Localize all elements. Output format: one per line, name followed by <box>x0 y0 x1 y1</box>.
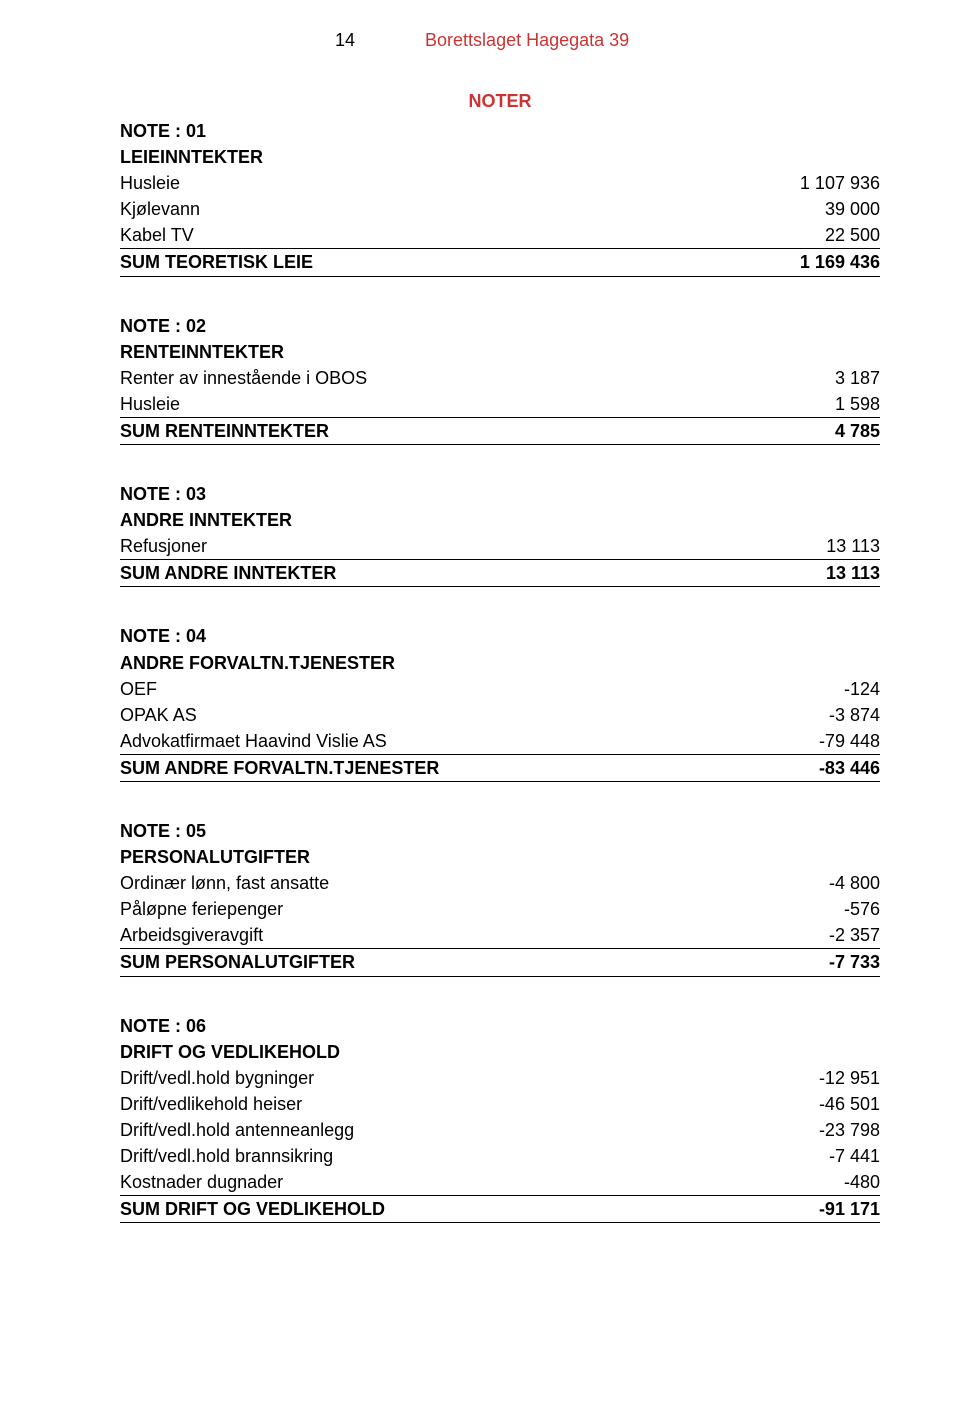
data-row: Kjølevann39 000 <box>120 196 880 222</box>
row-label: Kabel TV <box>120 222 805 248</box>
sum-row: SUM DRIFT OG VEDLIKEHOLD-91 171 <box>120 1195 880 1223</box>
note-section-02: NOTE : 02 RENTEINNTEKTER Renter av innes… <box>120 313 880 445</box>
row-label: Arbeidsgiveravgift <box>120 922 809 948</box>
data-row: Kabel TV22 500 <box>120 222 880 248</box>
row-label: Advokatfirmaet Haavind Vislie AS <box>120 728 799 754</box>
row-label: Refusjoner <box>120 533 806 559</box>
page-number: 14 <box>335 30 355 51</box>
row-label: Drift/vedl.hold antenneanlegg <box>120 1117 799 1143</box>
note-section-03: NOTE : 03 ANDRE INNTEKTER Refusjoner13 1… <box>120 481 880 587</box>
row-label: OEF <box>120 676 824 702</box>
row-value: -23 798 <box>799 1117 880 1143</box>
section-heading: LEIEINNTEKTER <box>120 144 880 170</box>
section-heading: NOTE : 05 <box>120 818 880 844</box>
data-row: Husleie1 598 <box>120 391 880 417</box>
noter-heading: NOTER <box>120 91 880 112</box>
sum-label: SUM ANDRE FORVALTN.TJENESTER <box>120 755 799 781</box>
sum-row: SUM ANDRE INNTEKTER13 113 <box>120 559 880 587</box>
row-label: Påløpne feriepenger <box>120 896 824 922</box>
org-name: Borettslaget Hagegata 39 <box>425 30 629 51</box>
row-label: Drift/vedl.hold brannsikring <box>120 1143 809 1169</box>
row-value: -480 <box>824 1169 880 1195</box>
row-label: Kostnader dugnader <box>120 1169 824 1195</box>
section-heading: NOTE : 02 <box>120 313 880 339</box>
row-value: 22 500 <box>805 222 880 248</box>
row-value: -4 800 <box>809 870 880 896</box>
row-value: -46 501 <box>799 1091 880 1117</box>
row-value: -124 <box>824 676 880 702</box>
data-row: Arbeidsgiveravgift-2 357 <box>120 922 880 948</box>
data-row: Husleie1 107 936 <box>120 170 880 196</box>
row-label: Renter av innestående i OBOS <box>120 365 815 391</box>
row-value: 1 598 <box>815 391 880 417</box>
row-label: OPAK AS <box>120 702 809 728</box>
row-label: Ordinær lønn, fast ansatte <box>120 870 809 896</box>
row-label: Husleie <box>120 170 780 196</box>
row-value: -12 951 <box>799 1065 880 1091</box>
sum-label: SUM PERSONALUTGIFTER <box>120 949 809 975</box>
data-row: OEF-124 <box>120 676 880 702</box>
data-row: OPAK AS-3 874 <box>120 702 880 728</box>
row-value: 39 000 <box>805 196 880 222</box>
sum-row: SUM TEORETISK LEIE1 169 436 <box>120 248 880 276</box>
sum-label: SUM TEORETISK LEIE <box>120 249 780 275</box>
data-row: Drift/vedl.hold antenneanlegg-23 798 <box>120 1117 880 1143</box>
row-value: -79 448 <box>799 728 880 754</box>
row-label: Drift/vedlikehold heiser <box>120 1091 799 1117</box>
section-heading: NOTE : 03 <box>120 481 880 507</box>
data-row: Påløpne feriepenger-576 <box>120 896 880 922</box>
row-label: Drift/vedl.hold bygninger <box>120 1065 799 1091</box>
row-value: -7 441 <box>809 1143 880 1169</box>
row-value: 1 107 936 <box>780 170 880 196</box>
section-heading: NOTE : 01 <box>120 118 880 144</box>
row-label: Husleie <box>120 391 815 417</box>
section-heading: NOTE : 04 <box>120 623 880 649</box>
note-section-01: NOTE : 01 LEIEINNTEKTER Husleie1 107 936… <box>120 118 880 277</box>
section-heading: NOTE : 06 <box>120 1013 880 1039</box>
data-row: Drift/vedl.hold bygninger-12 951 <box>120 1065 880 1091</box>
sum-label: SUM RENTEINNTEKTER <box>120 418 815 444</box>
data-row: Drift/vedlikehold heiser-46 501 <box>120 1091 880 1117</box>
sum-row: SUM ANDRE FORVALTN.TJENESTER-83 446 <box>120 754 880 782</box>
row-value: 3 187 <box>815 365 880 391</box>
row-label: Kjølevann <box>120 196 805 222</box>
row-value: -3 874 <box>809 702 880 728</box>
data-row: Drift/vedl.hold brannsikring-7 441 <box>120 1143 880 1169</box>
data-row: Ordinær lønn, fast ansatte-4 800 <box>120 870 880 896</box>
sum-value: 1 169 436 <box>780 249 880 275</box>
note-section-06: NOTE : 06 DRIFT OG VEDLIKEHOLD Drift/ved… <box>120 1013 880 1224</box>
section-heading: PERSONALUTGIFTER <box>120 844 880 870</box>
note-section-04: NOTE : 04 ANDRE FORVALTN.TJENESTER OEF-1… <box>120 623 880 782</box>
data-row: Kostnader dugnader-480 <box>120 1169 880 1195</box>
sum-row: SUM RENTEINNTEKTER4 785 <box>120 417 880 445</box>
data-row: Advokatfirmaet Haavind Vislie AS-79 448 <box>120 728 880 754</box>
sum-label: SUM DRIFT OG VEDLIKEHOLD <box>120 1196 799 1222</box>
section-heading: ANDRE FORVALTN.TJENESTER <box>120 650 880 676</box>
sum-label: SUM ANDRE INNTEKTER <box>120 560 806 586</box>
row-value: 13 113 <box>806 533 880 559</box>
data-row: Renter av innestående i OBOS3 187 <box>120 365 880 391</box>
sum-value: -83 446 <box>799 755 880 781</box>
section-heading: DRIFT OG VEDLIKEHOLD <box>120 1039 880 1065</box>
sum-value: 13 113 <box>806 560 880 586</box>
data-row: Refusjoner13 113 <box>120 533 880 559</box>
sum-row: SUM PERSONALUTGIFTER-7 733 <box>120 948 880 976</box>
section-heading: RENTEINNTEKTER <box>120 339 880 365</box>
sum-value: -7 733 <box>809 949 880 975</box>
row-value: -576 <box>824 896 880 922</box>
sum-value: -91 171 <box>799 1196 880 1222</box>
sum-value: 4 785 <box>815 418 880 444</box>
page-header: 14 Borettslaget Hagegata 39 <box>120 30 880 51</box>
row-value: -2 357 <box>809 922 880 948</box>
note-section-05: NOTE : 05 PERSONALUTGIFTER Ordinær lønn,… <box>120 818 880 977</box>
section-heading: ANDRE INNTEKTER <box>120 507 880 533</box>
